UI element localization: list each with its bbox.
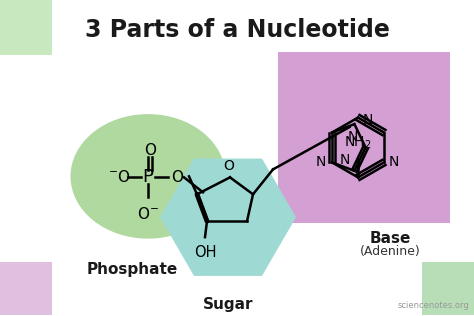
Text: $^{-}$O: $^{-}$O [108,169,130,185]
Polygon shape [160,159,296,276]
Text: O: O [171,170,183,185]
Text: N: N [347,130,357,144]
Text: P: P [143,168,154,186]
Text: OH: OH [194,245,216,260]
Text: NH$_2$: NH$_2$ [344,135,372,151]
Text: O$^{-}$: O$^{-}$ [137,206,159,222]
Text: Base: Base [369,231,410,246]
Text: (Adenine): (Adenine) [360,245,420,258]
Text: N: N [316,155,326,169]
Text: O: O [224,159,235,173]
Text: sciencenotes.org: sciencenotes.org [397,301,469,310]
Bar [422,262,474,315]
Text: N: N [389,155,400,169]
Text: Sugar: Sugar [203,297,253,312]
Bar [0,262,52,315]
Text: O: O [144,143,156,158]
Bar [278,52,450,223]
Text: Phosphate: Phosphate [86,262,178,277]
Text: N: N [340,153,350,167]
Text: N: N [363,112,374,127]
Ellipse shape [71,114,226,239]
Text: 3 Parts of a Nucleotide: 3 Parts of a Nucleotide [84,18,390,42]
Bar [0,0,52,55]
